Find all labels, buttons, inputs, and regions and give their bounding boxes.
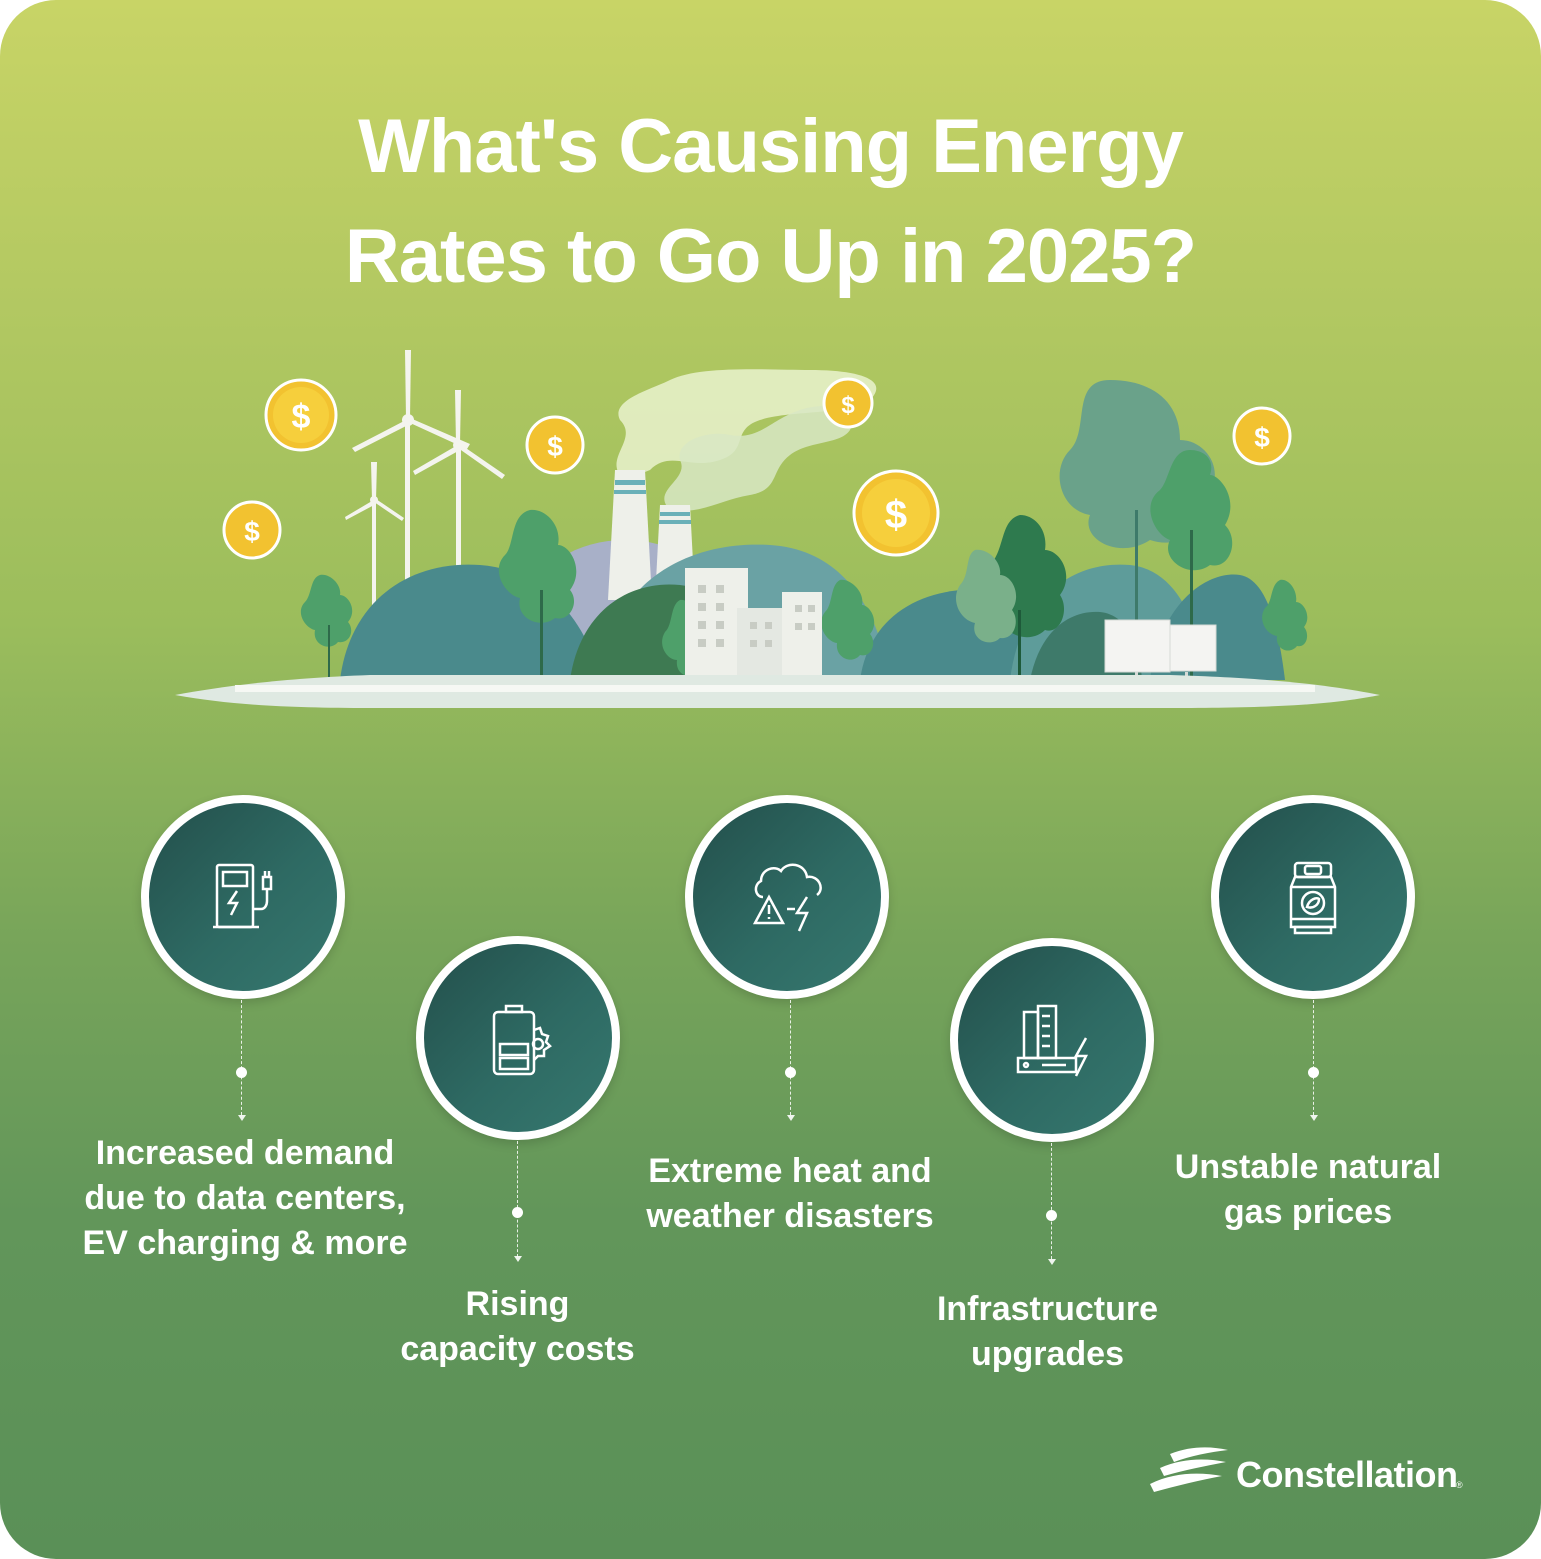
- gas-cylinder-icon: [1289, 861, 1337, 935]
- constellation-logo-icon: [1150, 1447, 1228, 1492]
- factor-5-connector: [1313, 1000, 1314, 1115]
- factor-3: [685, 795, 889, 999]
- title-line-1: What's Causing Energy: [358, 104, 1184, 189]
- brand-name: Constellation: [1236, 1454, 1458, 1495]
- power-infrastructure-icon: [1016, 1004, 1089, 1077]
- energy-landscape-illustration: $ $ $ $ $ $: [170, 340, 1385, 720]
- factor-2-circle: [416, 936, 620, 1140]
- factor-3-dot: [785, 1067, 796, 1078]
- factor-4-connector: [1051, 1143, 1052, 1259]
- coin-5: $: [885, 493, 907, 537]
- factor-4-label: Infrastructure upgrades: [936, 1290, 1159, 1373]
- factor-1-circle: [141, 795, 345, 999]
- factor-2-dot: [512, 1207, 523, 1218]
- coin-4: $: [841, 392, 855, 419]
- storm-warning-icon: [752, 863, 822, 932]
- factor-1-dot: [236, 1067, 247, 1078]
- factor-4: [950, 938, 1154, 1142]
- coin-3: $: [547, 431, 563, 462]
- factor-3-connector: [790, 1000, 791, 1115]
- factor-5-dot: [1308, 1067, 1319, 1078]
- factor-4-arrow: [1048, 1259, 1056, 1265]
- factor-3-arrow: [787, 1115, 795, 1121]
- battery-gear-icon: [492, 1004, 552, 1076]
- factor-5-label: Unstable natural gas prices: [1174, 1148, 1442, 1231]
- factor-1-connector: [241, 1000, 242, 1115]
- factor-5-circle: [1211, 795, 1415, 999]
- factor-2-arrow: [514, 1256, 522, 1262]
- factor-5: [1211, 795, 1415, 999]
- factor-5-arrow: [1310, 1115, 1318, 1121]
- page-title: What's Causing Energy Rates to Go Up in …: [0, 92, 1541, 312]
- factor-4-circle: [950, 938, 1154, 1142]
- factor-2: [416, 936, 620, 1140]
- factor-4-dot: [1046, 1210, 1057, 1221]
- coin-1: $: [292, 398, 311, 436]
- factor-1-arrow: [238, 1115, 246, 1121]
- brand-registered-mark: ®: [1456, 1480, 1463, 1490]
- factor-1: [141, 795, 345, 999]
- factor-1-label: Increased demand due to data centers, EV…: [82, 1134, 408, 1262]
- coin-6: $: [1254, 422, 1270, 453]
- factor-3-label: Extreme heat and weather disasters: [646, 1152, 934, 1235]
- coin-2: $: [244, 516, 260, 547]
- factor-3-circle: [685, 795, 889, 999]
- brand-logo: Constellation ®: [1150, 1440, 1470, 1510]
- factor-2-connector: [517, 1141, 518, 1257]
- ev-charger-icon: [213, 863, 273, 929]
- factor-2-label: Rising capacity costs: [400, 1285, 635, 1368]
- title-line-2: Rates to Go Up in 2025?: [344, 214, 1197, 299]
